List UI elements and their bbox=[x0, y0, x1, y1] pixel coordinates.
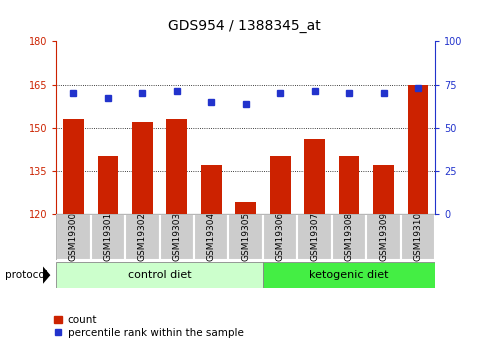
Bar bbox=[132, 122, 152, 214]
Polygon shape bbox=[43, 266, 50, 284]
Bar bbox=[90, 214, 125, 260]
Text: control diet: control diet bbox=[127, 270, 191, 280]
Bar bbox=[372, 165, 393, 214]
Bar bbox=[56, 262, 263, 288]
Text: GSM19310: GSM19310 bbox=[413, 211, 422, 261]
Legend: count, percentile rank within the sample: count, percentile rank within the sample bbox=[54, 315, 243, 338]
Text: GSM19302: GSM19302 bbox=[138, 212, 146, 261]
Bar bbox=[63, 119, 83, 214]
Bar bbox=[304, 139, 325, 214]
Bar bbox=[194, 214, 228, 260]
Bar bbox=[235, 203, 256, 214]
Bar bbox=[56, 214, 90, 260]
Bar bbox=[407, 85, 427, 214]
Text: ketogenic diet: ketogenic diet bbox=[309, 270, 388, 280]
Bar bbox=[400, 214, 434, 260]
Text: GSM19308: GSM19308 bbox=[344, 211, 353, 261]
Bar bbox=[201, 165, 221, 214]
Text: GSM19307: GSM19307 bbox=[309, 211, 319, 261]
Text: GSM19304: GSM19304 bbox=[206, 212, 215, 261]
Bar bbox=[331, 214, 366, 260]
Text: GSM19301: GSM19301 bbox=[103, 211, 112, 261]
Bar bbox=[297, 214, 331, 260]
Bar bbox=[166, 119, 187, 214]
Bar bbox=[269, 156, 290, 214]
Bar bbox=[338, 156, 359, 214]
Text: GSM19306: GSM19306 bbox=[275, 211, 284, 261]
Bar bbox=[366, 214, 400, 260]
Bar bbox=[159, 214, 194, 260]
Bar bbox=[263, 262, 434, 288]
Text: GSM19300: GSM19300 bbox=[69, 211, 78, 261]
Bar bbox=[263, 214, 297, 260]
Text: GSM19305: GSM19305 bbox=[241, 211, 250, 261]
Text: GSM19303: GSM19303 bbox=[172, 211, 181, 261]
Bar bbox=[125, 214, 159, 260]
Text: protocol: protocol bbox=[5, 270, 47, 280]
Text: GSM19309: GSM19309 bbox=[378, 211, 387, 261]
Text: GDS954 / 1388345_at: GDS954 / 1388345_at bbox=[168, 19, 320, 33]
Bar bbox=[228, 214, 263, 260]
Bar bbox=[98, 156, 118, 214]
